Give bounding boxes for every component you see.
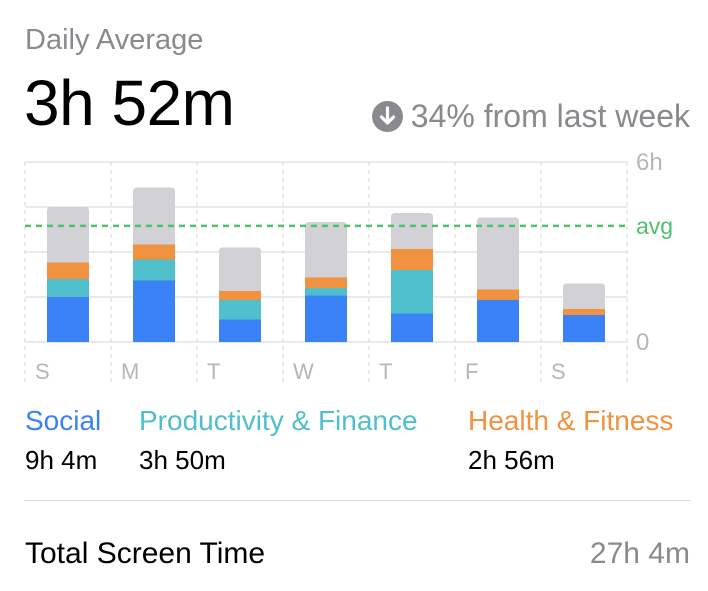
bar-segment (477, 217, 519, 290)
bar-segment (133, 259, 175, 281)
total-screen-time-value: 27h 4m (589, 537, 690, 570)
weekly-change: 34% from last week (371, 98, 690, 135)
bar-segment (47, 279, 89, 297)
divider (24, 500, 690, 501)
bar-segment (219, 291, 261, 300)
daily-average-value: 3h 52m (24, 67, 235, 139)
bar-segment (391, 313, 433, 342)
average-label: avg (636, 213, 673, 239)
bar-segment (305, 277, 347, 288)
bar-segment (133, 187, 175, 245)
bar-segment (391, 213, 433, 249)
daily-average-label: Daily Average (25, 24, 204, 56)
bar-segment (133, 244, 175, 260)
category-legend: Social 9h 4m Productivity & Finance 3h 5… (0, 405, 708, 485)
bar-segment (133, 280, 175, 342)
legend-item-productivity[interactable]: Productivity & Finance 3h 50m (139, 405, 418, 476)
legend-value-productivity: 3h 50m (139, 445, 226, 475)
bar-segment (219, 247, 261, 291)
x-tick-label: F (465, 359, 478, 384)
legend-item-social[interactable]: Social 9h 4m (25, 405, 101, 476)
bar-segment (477, 300, 519, 342)
x-tick-label: M (121, 359, 139, 384)
x-tick-label: T (207, 359, 220, 384)
total-screen-time-label: Total Screen Time (25, 537, 266, 570)
bar-segment (391, 249, 433, 270)
bar-segment (305, 295, 347, 342)
legend-value-health: 2h 56m (468, 445, 555, 475)
x-tick-label: S (551, 359, 566, 384)
bar-segment (563, 315, 605, 342)
legend-name-productivity: Productivity & Finance (139, 405, 418, 436)
bar-segment (219, 319, 261, 342)
x-tick-label: T (379, 359, 392, 384)
down-arrow-circle-icon (371, 101, 403, 132)
bar-segment (47, 262, 89, 279)
legend-value-social: 9h 4m (25, 445, 98, 475)
y-tick-label: 6h (636, 149, 663, 176)
y-tick-label: 0 (636, 329, 649, 356)
x-tick-label: S (35, 359, 50, 384)
weekly-change-text: 34% from last week (410, 98, 690, 134)
legend-name-social: Social (25, 405, 102, 436)
bar-segment (391, 270, 433, 314)
bar-segment (305, 222, 347, 278)
bar-segment (47, 297, 89, 342)
legend-item-health[interactable]: Health & Fitness 2h 56m (468, 405, 673, 476)
bar-segment (563, 283, 605, 309)
bar-segment (563, 309, 605, 315)
bar-segment (47, 207, 89, 263)
legend-name-health: Health & Fitness (468, 405, 674, 436)
bar-segment (219, 300, 261, 320)
x-tick-label: W (293, 359, 314, 384)
bar-segment (305, 288, 347, 296)
bar-segment (477, 289, 519, 300)
